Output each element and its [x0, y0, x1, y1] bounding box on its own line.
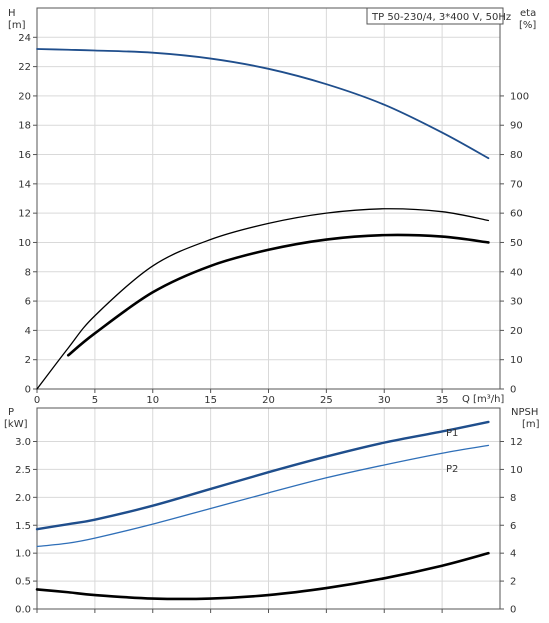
right-axis-tick-label: 50: [510, 238, 523, 249]
left-axis-tick-label: 1.5: [15, 521, 31, 532]
x-axis-tick-label: 0: [34, 395, 40, 406]
right-axis-tick-label: 12: [510, 437, 523, 448]
right-axis-tick-label: 20: [510, 326, 523, 337]
left-axis-tick-label: 6: [25, 297, 31, 308]
chart-title-box: [366, 7, 504, 25]
x-axis-label: Q [m³/h]: [462, 394, 504, 405]
series-line-right-axis-2: [66, 233, 490, 357]
left-axis-tick-label: 12: [18, 209, 31, 220]
right-axis-tick-label: 10: [510, 465, 523, 476]
lower-left-axis-label-line2: [kW]: [4, 419, 28, 430]
left-axis-tick-label: 0: [25, 385, 31, 396]
upper-left-axis-label-line2: [m]: [8, 20, 26, 31]
right-axis-tick-label: 6: [510, 521, 516, 532]
upper-right-axis-label-line1: eta: [520, 8, 536, 19]
lower-right-axis-label-line2: [m]: [522, 419, 540, 430]
left-axis-tick-label: 10: [18, 238, 31, 249]
right-axis-tick-label: 100: [510, 91, 529, 102]
left-axis-tick-label: 0.0: [15, 605, 31, 616]
right-axis-tick-label: 10: [510, 355, 523, 366]
left-axis-tick-label: 24: [18, 33, 31, 44]
left-axis-tick-label: 2.5: [15, 465, 31, 476]
left-axis-tick-label: 0.5: [15, 577, 31, 588]
right-axis-tick-label: 80: [510, 150, 523, 161]
right-axis-tick-label: 4: [510, 549, 516, 560]
upper-left-axis-label-line1: H: [8, 8, 16, 19]
left-axis-tick-label: 2: [25, 355, 31, 366]
x-axis-tick-label: 15: [204, 395, 217, 406]
right-axis-tick-label: 2: [510, 577, 516, 588]
left-axis-tick-label: 2.0: [15, 493, 31, 504]
left-axis-tick-label: 14: [18, 179, 31, 190]
right-axis-tick-label: 70: [510, 179, 523, 190]
left-axis-tick-label: 1.0: [15, 549, 31, 560]
series-line-p2: [36, 444, 490, 548]
right-axis-tick-label: 40: [510, 267, 523, 278]
x-axis-tick-label: 35: [436, 395, 449, 406]
left-axis-tick-label: 20: [18, 91, 31, 102]
right-axis-tick-label: 90: [510, 121, 523, 132]
upper-right-axis-label-line2: [%]: [519, 20, 536, 31]
panel-head-efficiency: 0246810121416182022240102030405060708090…: [18, 7, 529, 406]
left-axis-tick-label: 16: [18, 150, 31, 161]
left-axis-tick-label: 3.0: [15, 437, 31, 448]
lower-left-axis-label-line1: P: [8, 407, 14, 418]
chart-title: TP 50-230/4, 3*400 V, 50Hz: [371, 12, 511, 23]
panel-power-npsh: 0.0 0.5 1.0 1.5 2.0 2.5 3.0 0 2 4 6 8 10 12: [15, 407, 523, 616]
left-axis-tick-label: 8: [25, 267, 31, 278]
series-line-right-axis-2: [35, 551, 490, 601]
series-label-p1: P1: [446, 428, 458, 439]
lower-right-axis-label-line1: NPSH: [511, 407, 538, 418]
x-axis-tick-label: 25: [320, 395, 333, 406]
series-line-left-axis-0: [36, 48, 490, 160]
left-axis-tick-label: 22: [18, 62, 31, 73]
x-axis-tick-label: 5: [92, 395, 98, 406]
right-axis-tick-label: 30: [510, 297, 523, 308]
x-axis-tick-label: 30: [378, 395, 391, 406]
right-axis-tick-label: 0: [510, 605, 516, 616]
right-axis-tick-label: 8: [510, 493, 516, 504]
right-axis-tick-label: 60: [510, 209, 523, 220]
series-line-right-axis-1: [36, 208, 490, 390]
series-label-p2: P2: [446, 464, 458, 475]
right-axis-tick-label: 0: [510, 385, 516, 396]
x-axis-tick-label: 20: [262, 395, 275, 406]
series-line-p1: [35, 420, 490, 531]
x-axis-tick-label: 10: [146, 395, 159, 406]
left-axis-tick-label: 18: [18, 121, 31, 132]
left-axis-tick-label: 4: [25, 326, 31, 337]
